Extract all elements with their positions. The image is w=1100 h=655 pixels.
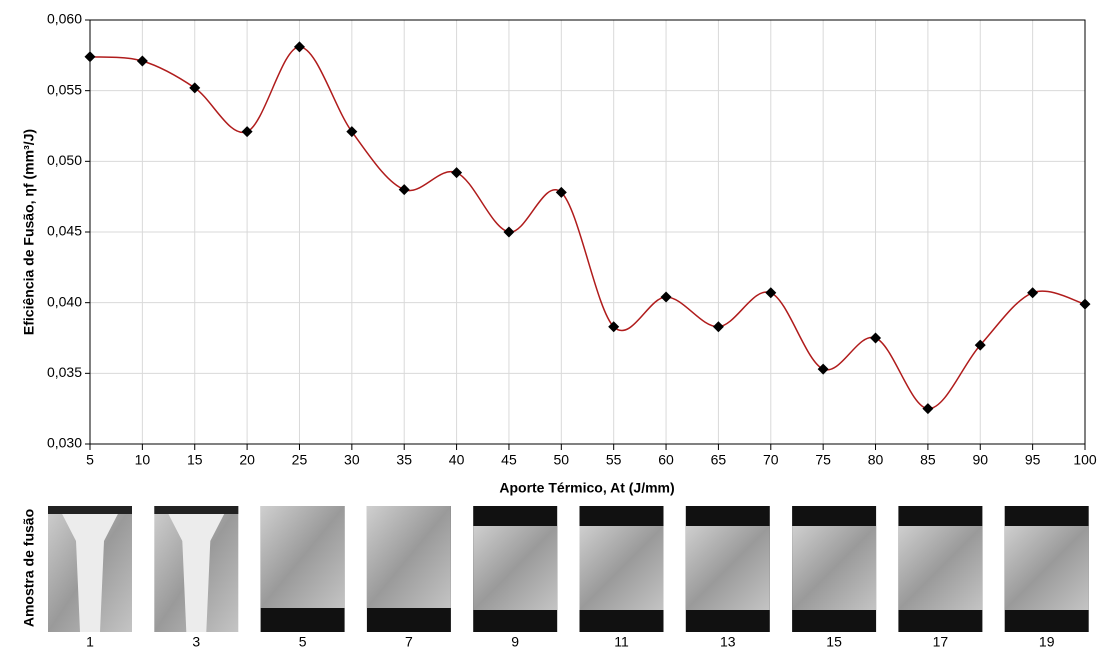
marker bbox=[765, 287, 777, 299]
x-tick-label: 85 bbox=[920, 452, 936, 468]
marker bbox=[608, 321, 620, 333]
sample-photo bbox=[48, 506, 132, 632]
weld-bead bbox=[164, 506, 229, 632]
photo-metal bbox=[685, 526, 770, 610]
x-tick-label: 55 bbox=[606, 452, 622, 468]
x-tick-label: 80 bbox=[868, 452, 884, 468]
x-tick-label: 70 bbox=[763, 452, 779, 468]
sample-label: 17 bbox=[933, 634, 949, 650]
sample-label: 7 bbox=[405, 634, 413, 650]
marker bbox=[503, 226, 515, 238]
sample-label: 15 bbox=[826, 634, 842, 650]
y-tick-label: 0,045 bbox=[47, 223, 82, 239]
x-tick-label: 90 bbox=[972, 452, 988, 468]
photo-metal bbox=[366, 506, 451, 608]
x-tick-label: 15 bbox=[187, 452, 203, 468]
samples-label: Amostra de fusão bbox=[21, 509, 37, 627]
plot-frame bbox=[89, 19, 1086, 445]
sample-label: 13 bbox=[720, 634, 736, 650]
sample-photo bbox=[579, 506, 664, 632]
y-axis-label: Eficiência de Fusão, ηf (mm³/J) bbox=[21, 129, 37, 335]
x-tick-label: 30 bbox=[344, 452, 360, 468]
marker bbox=[660, 291, 672, 303]
photo-metal bbox=[1004, 526, 1089, 610]
sample-photo bbox=[154, 506, 239, 632]
x-tick-label: 50 bbox=[554, 452, 570, 468]
y-tick-label: 0,030 bbox=[47, 435, 82, 451]
sample-photo bbox=[685, 506, 770, 632]
x-tick-label: 95 bbox=[1025, 452, 1041, 468]
photo-metal bbox=[898, 526, 983, 610]
x-axis-label: Aporte Térmico, At (J/mm) bbox=[499, 480, 674, 496]
line bbox=[89, 46, 1086, 410]
x-tick-label: 75 bbox=[815, 452, 831, 468]
marker bbox=[241, 126, 253, 138]
photo-metal bbox=[579, 526, 664, 610]
photo-metal bbox=[260, 506, 345, 608]
marker bbox=[84, 51, 96, 63]
y-tick-label: 0,050 bbox=[47, 152, 82, 168]
x-tick-label: 35 bbox=[396, 452, 412, 468]
y-tick-label: 0,060 bbox=[47, 11, 82, 27]
sample-photo bbox=[260, 506, 345, 632]
marker bbox=[712, 321, 724, 333]
marker bbox=[1027, 287, 1039, 299]
sample-photo bbox=[1004, 506, 1089, 632]
marker bbox=[346, 126, 358, 138]
marker bbox=[974, 339, 986, 351]
sample-label: 11 bbox=[614, 634, 629, 650]
sample-label: 3 bbox=[192, 634, 200, 650]
x-tick-label: 60 bbox=[658, 452, 674, 468]
sample-label: 9 bbox=[511, 634, 519, 650]
marker bbox=[922, 403, 934, 415]
sample-label: 1 bbox=[86, 634, 94, 650]
x-tick-label: 40 bbox=[449, 452, 465, 468]
marker bbox=[293, 41, 305, 53]
weld-bead bbox=[58, 506, 122, 632]
marker bbox=[398, 184, 410, 196]
x-tick-label: 25 bbox=[292, 452, 308, 468]
x-tick-label: 45 bbox=[501, 452, 517, 468]
sample-label: 19 bbox=[1039, 634, 1055, 650]
marker bbox=[817, 363, 829, 375]
sample-photo bbox=[792, 506, 877, 632]
x-tick-label: 20 bbox=[239, 452, 255, 468]
y-tick-label: 0,040 bbox=[47, 293, 82, 309]
marker bbox=[451, 167, 463, 179]
x-tick-label: 65 bbox=[711, 452, 727, 468]
photo-metal bbox=[473, 526, 558, 610]
sample-photo bbox=[473, 506, 558, 632]
sample-label: 5 bbox=[299, 634, 307, 650]
sample-photo bbox=[366, 506, 451, 632]
y-tick-label: 0,055 bbox=[47, 81, 82, 97]
x-tick-label: 100 bbox=[1073, 452, 1097, 468]
photo-metal bbox=[792, 526, 877, 610]
marker bbox=[189, 82, 201, 94]
marker bbox=[1079, 298, 1091, 310]
x-tick-label: 5 bbox=[86, 452, 94, 468]
sample-photo bbox=[898, 506, 983, 632]
top-band bbox=[154, 506, 239, 514]
top-band bbox=[48, 506, 132, 514]
x-tick-label: 10 bbox=[135, 452, 151, 468]
marker bbox=[555, 186, 567, 198]
marker bbox=[870, 332, 882, 344]
y-tick-label: 0,035 bbox=[47, 364, 82, 380]
marker bbox=[136, 55, 148, 67]
